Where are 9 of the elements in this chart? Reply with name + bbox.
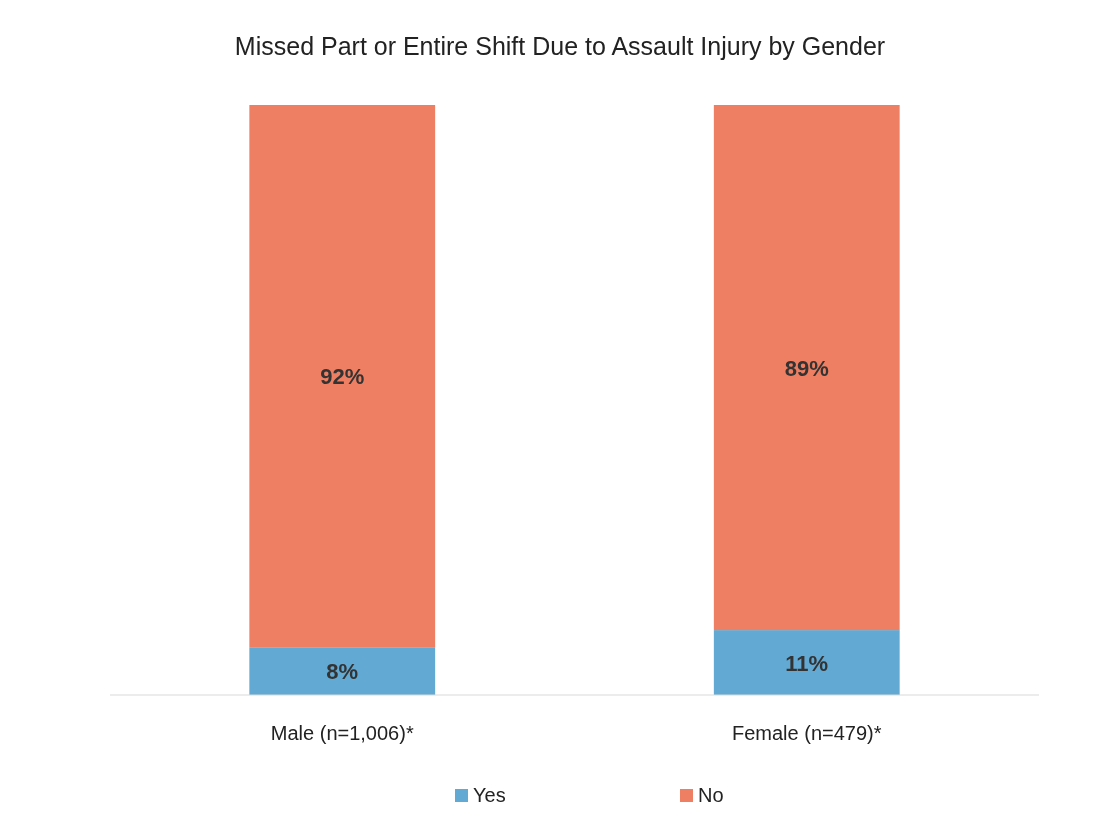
data-label: 89%: [784, 355, 829, 381]
x-tick-label: Female (n=479)*: [731, 722, 882, 744]
data-label: 92%: [320, 364, 365, 390]
legend-label: Yes: [473, 784, 506, 806]
chart-title: Missed Part or Entire Shift Due to Assault Injury by Gender: [234, 32, 886, 60]
data-label: 11%: [785, 650, 829, 676]
data-label: 8%: [326, 659, 359, 685]
x-tick-label: Male (n=1,006)*: [270, 722, 414, 744]
legend-label: No: [698, 784, 724, 806]
